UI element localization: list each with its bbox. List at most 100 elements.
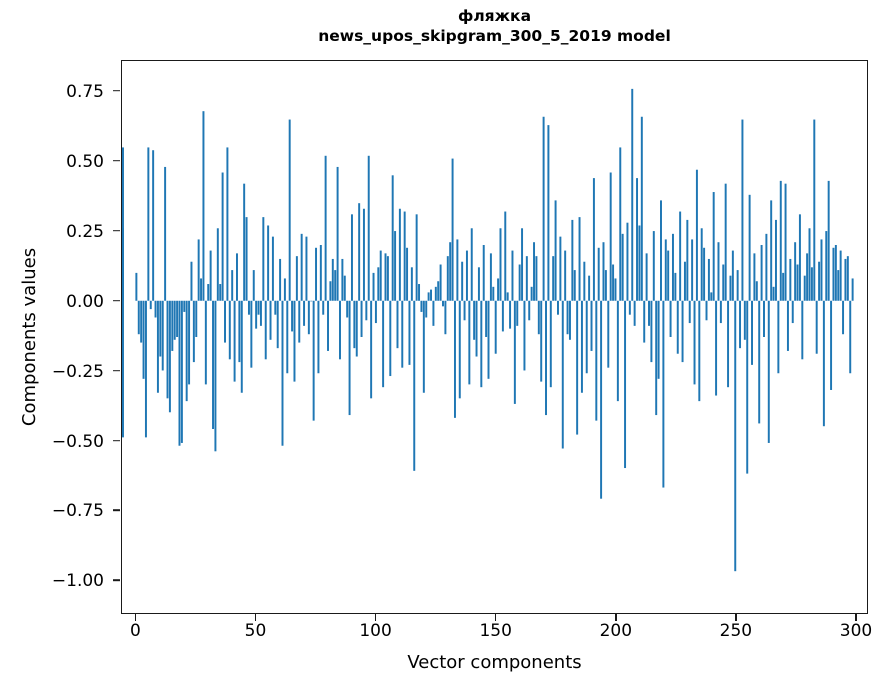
bar — [240, 300, 243, 393]
bar — [576, 300, 579, 435]
bar — [209, 250, 212, 301]
bar — [329, 281, 332, 301]
bar — [293, 300, 296, 382]
bar — [350, 214, 353, 301]
bar — [748, 194, 751, 301]
bar — [257, 300, 260, 315]
bar — [379, 250, 382, 301]
bar — [791, 300, 794, 324]
bar — [192, 300, 195, 363]
bar — [774, 219, 777, 301]
bar — [825, 231, 828, 301]
bar — [216, 228, 219, 301]
x-tick-label: 100 — [359, 621, 392, 641]
bar — [509, 300, 512, 329]
bar — [616, 300, 619, 402]
y-tick-mark — [113, 299, 120, 302]
bar — [657, 300, 660, 379]
bar — [722, 264, 725, 301]
bar — [348, 300, 351, 416]
chart-title-line-1: фляжка — [457, 7, 532, 25]
bar — [365, 300, 368, 321]
bar — [676, 300, 679, 354]
bar — [578, 217, 581, 301]
bar — [600, 300, 603, 499]
y-tick-mark — [113, 159, 120, 162]
bar — [832, 247, 835, 301]
bar — [422, 300, 425, 393]
bar — [662, 300, 665, 488]
bar — [715, 300, 718, 396]
bar — [437, 281, 440, 301]
x-tick-label: 150 — [479, 621, 512, 641]
bar — [801, 300, 804, 360]
x-tick-mark — [134, 614, 137, 621]
bar — [645, 253, 648, 301]
bar — [353, 300, 356, 349]
bar — [336, 166, 339, 301]
bar — [782, 272, 785, 301]
bar — [135, 272, 138, 301]
bar — [295, 256, 298, 301]
bar — [707, 258, 710, 301]
bar — [279, 258, 282, 301]
bar — [233, 300, 236, 382]
bar — [470, 228, 473, 301]
y-tick-label: −0.50 — [51, 431, 104, 452]
bar — [693, 300, 696, 385]
bar — [166, 300, 169, 399]
bar — [420, 300, 423, 312]
bar — [794, 242, 797, 301]
bar — [288, 119, 291, 301]
bar-series — [122, 88, 854, 572]
bar — [226, 147, 229, 301]
bar — [161, 300, 164, 371]
bar — [683, 261, 686, 301]
x-tick-label: 50 — [244, 621, 267, 641]
bar — [710, 292, 713, 301]
y-tick-mark — [113, 579, 120, 582]
bar — [362, 208, 365, 301]
bar — [789, 258, 792, 301]
bar — [305, 236, 308, 301]
bar — [406, 247, 409, 301]
bar — [648, 300, 650, 326]
bar — [743, 300, 746, 340]
y-tick-label: 0.00 — [66, 291, 104, 312]
bar — [200, 278, 203, 301]
bar — [346, 300, 349, 318]
bar — [283, 278, 286, 301]
bar — [122, 147, 124, 301]
bar — [784, 183, 787, 301]
bar — [669, 300, 672, 337]
bar — [619, 147, 622, 301]
y-tick-mark — [113, 439, 120, 442]
bar — [655, 300, 658, 416]
bar — [451, 158, 454, 301]
x-tick-mark — [615, 614, 617, 621]
x-tick-label: 250 — [719, 621, 753, 641]
bar — [703, 247, 706, 301]
bar — [549, 300, 552, 388]
bar — [652, 231, 655, 301]
bar — [190, 261, 193, 301]
bar — [636, 178, 639, 301]
bar — [518, 264, 521, 301]
bar — [686, 219, 689, 301]
bar — [614, 278, 617, 301]
bar — [631, 88, 634, 301]
bar — [327, 300, 329, 351]
bar — [604, 270, 607, 301]
bar — [154, 300, 157, 318]
bar — [592, 178, 595, 301]
bar — [274, 300, 277, 315]
bar — [425, 300, 428, 318]
bar — [322, 300, 325, 315]
bar — [319, 245, 322, 301]
bar — [341, 258, 344, 301]
bar — [542, 116, 545, 301]
bar — [834, 245, 837, 301]
bar — [228, 300, 231, 360]
bar — [537, 300, 540, 335]
